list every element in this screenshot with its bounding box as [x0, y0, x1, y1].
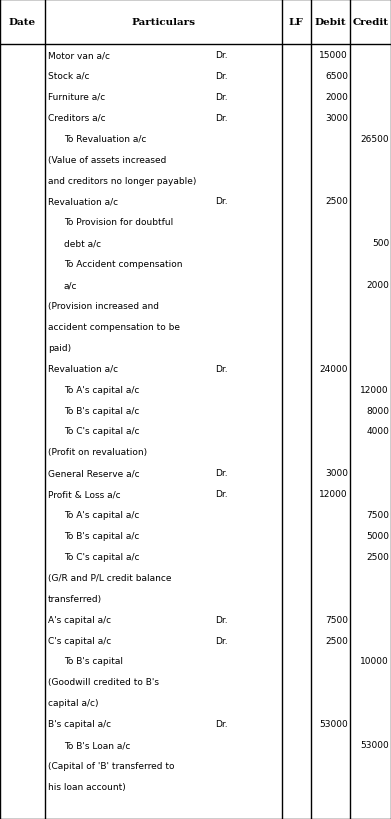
Text: To B's capital a/c: To B's capital a/c: [64, 532, 139, 541]
Text: B's capital a/c: B's capital a/c: [48, 719, 111, 728]
Text: 3000: 3000: [325, 468, 348, 477]
Text: General Reserve a/c: General Reserve a/c: [48, 468, 140, 477]
Text: Creditors a/c: Creditors a/c: [48, 114, 106, 123]
Text: Motor van a/c: Motor van a/c: [48, 51, 110, 60]
Text: transferred): transferred): [48, 594, 102, 603]
Text: 7500: 7500: [325, 615, 348, 624]
Text: (Provision increased and: (Provision increased and: [48, 301, 159, 310]
Text: (G/R and P/L credit balance: (G/R and P/L credit balance: [48, 573, 172, 582]
Text: 26500: 26500: [361, 134, 389, 143]
Text: Dr.: Dr.: [215, 51, 228, 60]
Text: 2500: 2500: [366, 552, 389, 561]
Text: To A's capital a/c: To A's capital a/c: [64, 510, 139, 519]
Text: Dr.: Dr.: [215, 197, 228, 206]
Text: 6500: 6500: [325, 72, 348, 81]
Text: Dr.: Dr.: [215, 615, 228, 624]
Text: To C's capital a/c: To C's capital a/c: [64, 427, 139, 436]
Text: LF: LF: [289, 18, 303, 27]
Text: Dr.: Dr.: [215, 636, 228, 645]
Text: 15000: 15000: [319, 51, 348, 60]
Text: 5000: 5000: [366, 532, 389, 541]
Text: 2500: 2500: [325, 636, 348, 645]
Text: To C's capital a/c: To C's capital a/c: [64, 552, 139, 561]
Text: (Capital of 'B' transferred to: (Capital of 'B' transferred to: [48, 761, 175, 770]
Text: a/c: a/c: [64, 281, 77, 290]
Text: (Value of assets increased: (Value of assets increased: [48, 156, 167, 165]
Text: Dr.: Dr.: [215, 114, 228, 123]
Text: 10000: 10000: [360, 657, 389, 666]
Text: Dr.: Dr.: [215, 93, 228, 102]
Text: Furniture a/c: Furniture a/c: [48, 93, 105, 102]
Text: paid): paid): [48, 343, 71, 352]
Text: 8000: 8000: [366, 406, 389, 415]
Text: debt a/c: debt a/c: [64, 239, 101, 248]
Text: 12000: 12000: [361, 385, 389, 394]
Text: Credit: Credit: [352, 18, 389, 27]
Text: 53000: 53000: [319, 719, 348, 728]
Text: A's capital a/c: A's capital a/c: [48, 615, 111, 624]
Text: To B's capital: To B's capital: [64, 657, 123, 666]
Text: 53000: 53000: [360, 740, 389, 749]
Text: (Goodwill credited to B's: (Goodwill credited to B's: [48, 677, 159, 686]
Text: To B's Loan a/c: To B's Loan a/c: [64, 740, 130, 749]
Text: his loan account): his loan account): [48, 782, 126, 791]
Text: Particulars: Particulars: [131, 18, 195, 27]
Text: Dr.: Dr.: [215, 72, 228, 81]
Text: 3000: 3000: [325, 114, 348, 123]
Text: To A's capital a/c: To A's capital a/c: [64, 385, 139, 394]
Text: C's capital a/c: C's capital a/c: [48, 636, 111, 645]
Text: Revaluation a/c: Revaluation a/c: [48, 364, 118, 373]
Text: (Profit on revaluation): (Profit on revaluation): [48, 448, 147, 457]
Text: 7500: 7500: [366, 510, 389, 519]
Text: accident compensation to be: accident compensation to be: [48, 323, 180, 332]
Text: Dr.: Dr.: [215, 468, 228, 477]
Text: Dr.: Dr.: [215, 490, 228, 499]
Text: 2000: 2000: [366, 281, 389, 290]
Text: To Revaluation a/c: To Revaluation a/c: [64, 134, 146, 143]
Text: Dr.: Dr.: [215, 719, 228, 728]
Text: 24000: 24000: [319, 364, 348, 373]
Text: To Accident compensation: To Accident compensation: [64, 260, 182, 269]
Text: Date: Date: [9, 18, 36, 27]
Text: Stock a/c: Stock a/c: [48, 72, 90, 81]
Text: To Provision for doubtful: To Provision for doubtful: [64, 218, 173, 227]
Text: 2500: 2500: [325, 197, 348, 206]
Text: 2000: 2000: [325, 93, 348, 102]
Text: Revaluation a/c: Revaluation a/c: [48, 197, 118, 206]
Text: 4000: 4000: [366, 427, 389, 436]
Text: Debit: Debit: [315, 18, 346, 27]
Text: Profit & Loss a/c: Profit & Loss a/c: [48, 490, 121, 499]
Text: To B's capital a/c: To B's capital a/c: [64, 406, 139, 415]
Text: 12000: 12000: [319, 490, 348, 499]
Text: 500: 500: [372, 239, 389, 248]
Text: capital a/c): capital a/c): [48, 699, 99, 708]
Text: and creditors no longer payable): and creditors no longer payable): [48, 176, 196, 185]
Text: Dr.: Dr.: [215, 364, 228, 373]
